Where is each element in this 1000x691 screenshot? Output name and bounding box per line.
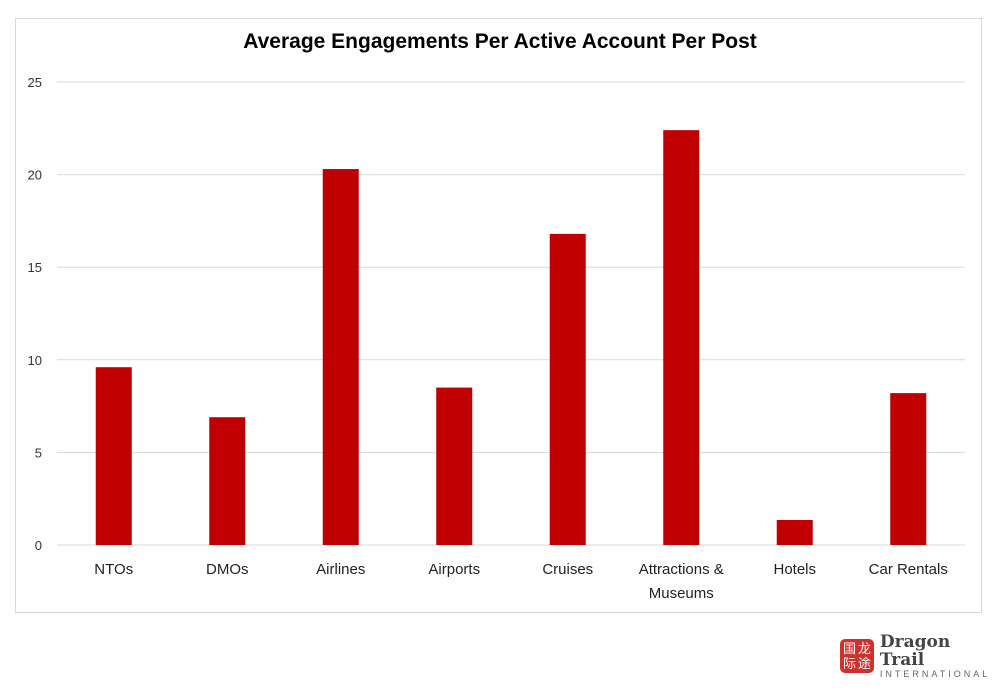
x-tick-label: Museums <box>649 585 714 602</box>
y-tick-label: 5 <box>35 445 42 460</box>
x-tick-label: NTOs <box>94 561 133 578</box>
bar <box>95 367 132 545</box>
bar <box>209 417 246 545</box>
bar <box>776 519 813 545</box>
x-tick-label: Cruises <box>542 561 593 578</box>
logo-char: 龙 <box>857 641 871 656</box>
y-tick-label: 10 <box>28 353 42 368</box>
y-tick-label: 20 <box>28 168 42 183</box>
dragon-trail-logo: 国 龙 际 途 Dragon Trail INTERNATIONAL <box>840 633 1000 679</box>
logo-char: 途 <box>857 656 871 671</box>
x-tick-label: DMOs <box>206 561 249 578</box>
bar <box>322 169 359 545</box>
y-tick-label: 0 <box>35 538 42 553</box>
logo-char: 国 <box>842 641 856 656</box>
y-tick-label: 15 <box>28 260 42 275</box>
logo-mark-icon: 国 龙 际 途 <box>840 639 874 673</box>
x-tick-label: Attractions & <box>639 561 724 578</box>
chart-title: Average Engagements Per Active Account P… <box>243 30 757 53</box>
bar <box>663 130 700 546</box>
chart-frame <box>15 18 982 613</box>
logo-char: 际 <box>842 656 856 671</box>
x-tick-label: Hotels <box>773 561 816 578</box>
x-tick-label: Airports <box>428 561 480 578</box>
logo-subtitle: INTERNATIONAL <box>879 669 991 679</box>
bar <box>890 393 927 545</box>
y-tick-label: 25 <box>28 75 42 90</box>
bar <box>436 387 473 545</box>
x-tick-label: Airlines <box>316 561 365 578</box>
bar <box>549 233 586 545</box>
x-tick-label: Car Rentals <box>869 561 948 578</box>
logo-name: Dragon Trail <box>879 632 951 670</box>
